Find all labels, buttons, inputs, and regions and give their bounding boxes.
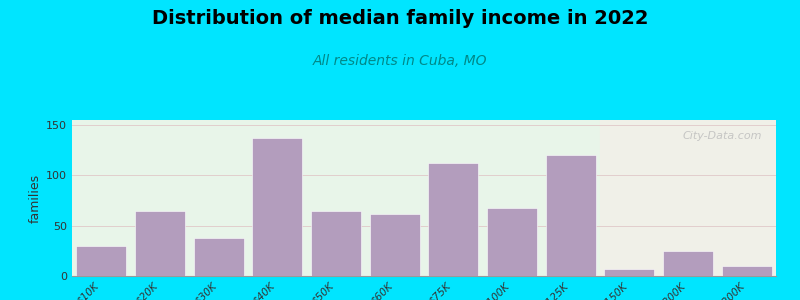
Bar — [253, 138, 302, 276]
Text: City-Data.com: City-Data.com — [682, 131, 762, 141]
Bar — [311, 211, 361, 276]
Text: All residents in Cuba, MO: All residents in Cuba, MO — [313, 54, 487, 68]
Bar — [600, 94, 800, 281]
Bar — [135, 211, 185, 276]
Bar — [77, 246, 126, 276]
Bar — [194, 238, 243, 276]
Bar — [370, 214, 419, 276]
Bar — [663, 251, 713, 276]
Bar — [487, 208, 537, 276]
Y-axis label: families: families — [29, 173, 42, 223]
Text: Distribution of median family income in 2022: Distribution of median family income in … — [152, 9, 648, 28]
Bar — [722, 266, 771, 276]
Bar — [546, 155, 595, 276]
Bar — [429, 163, 478, 276]
Bar — [605, 269, 654, 276]
